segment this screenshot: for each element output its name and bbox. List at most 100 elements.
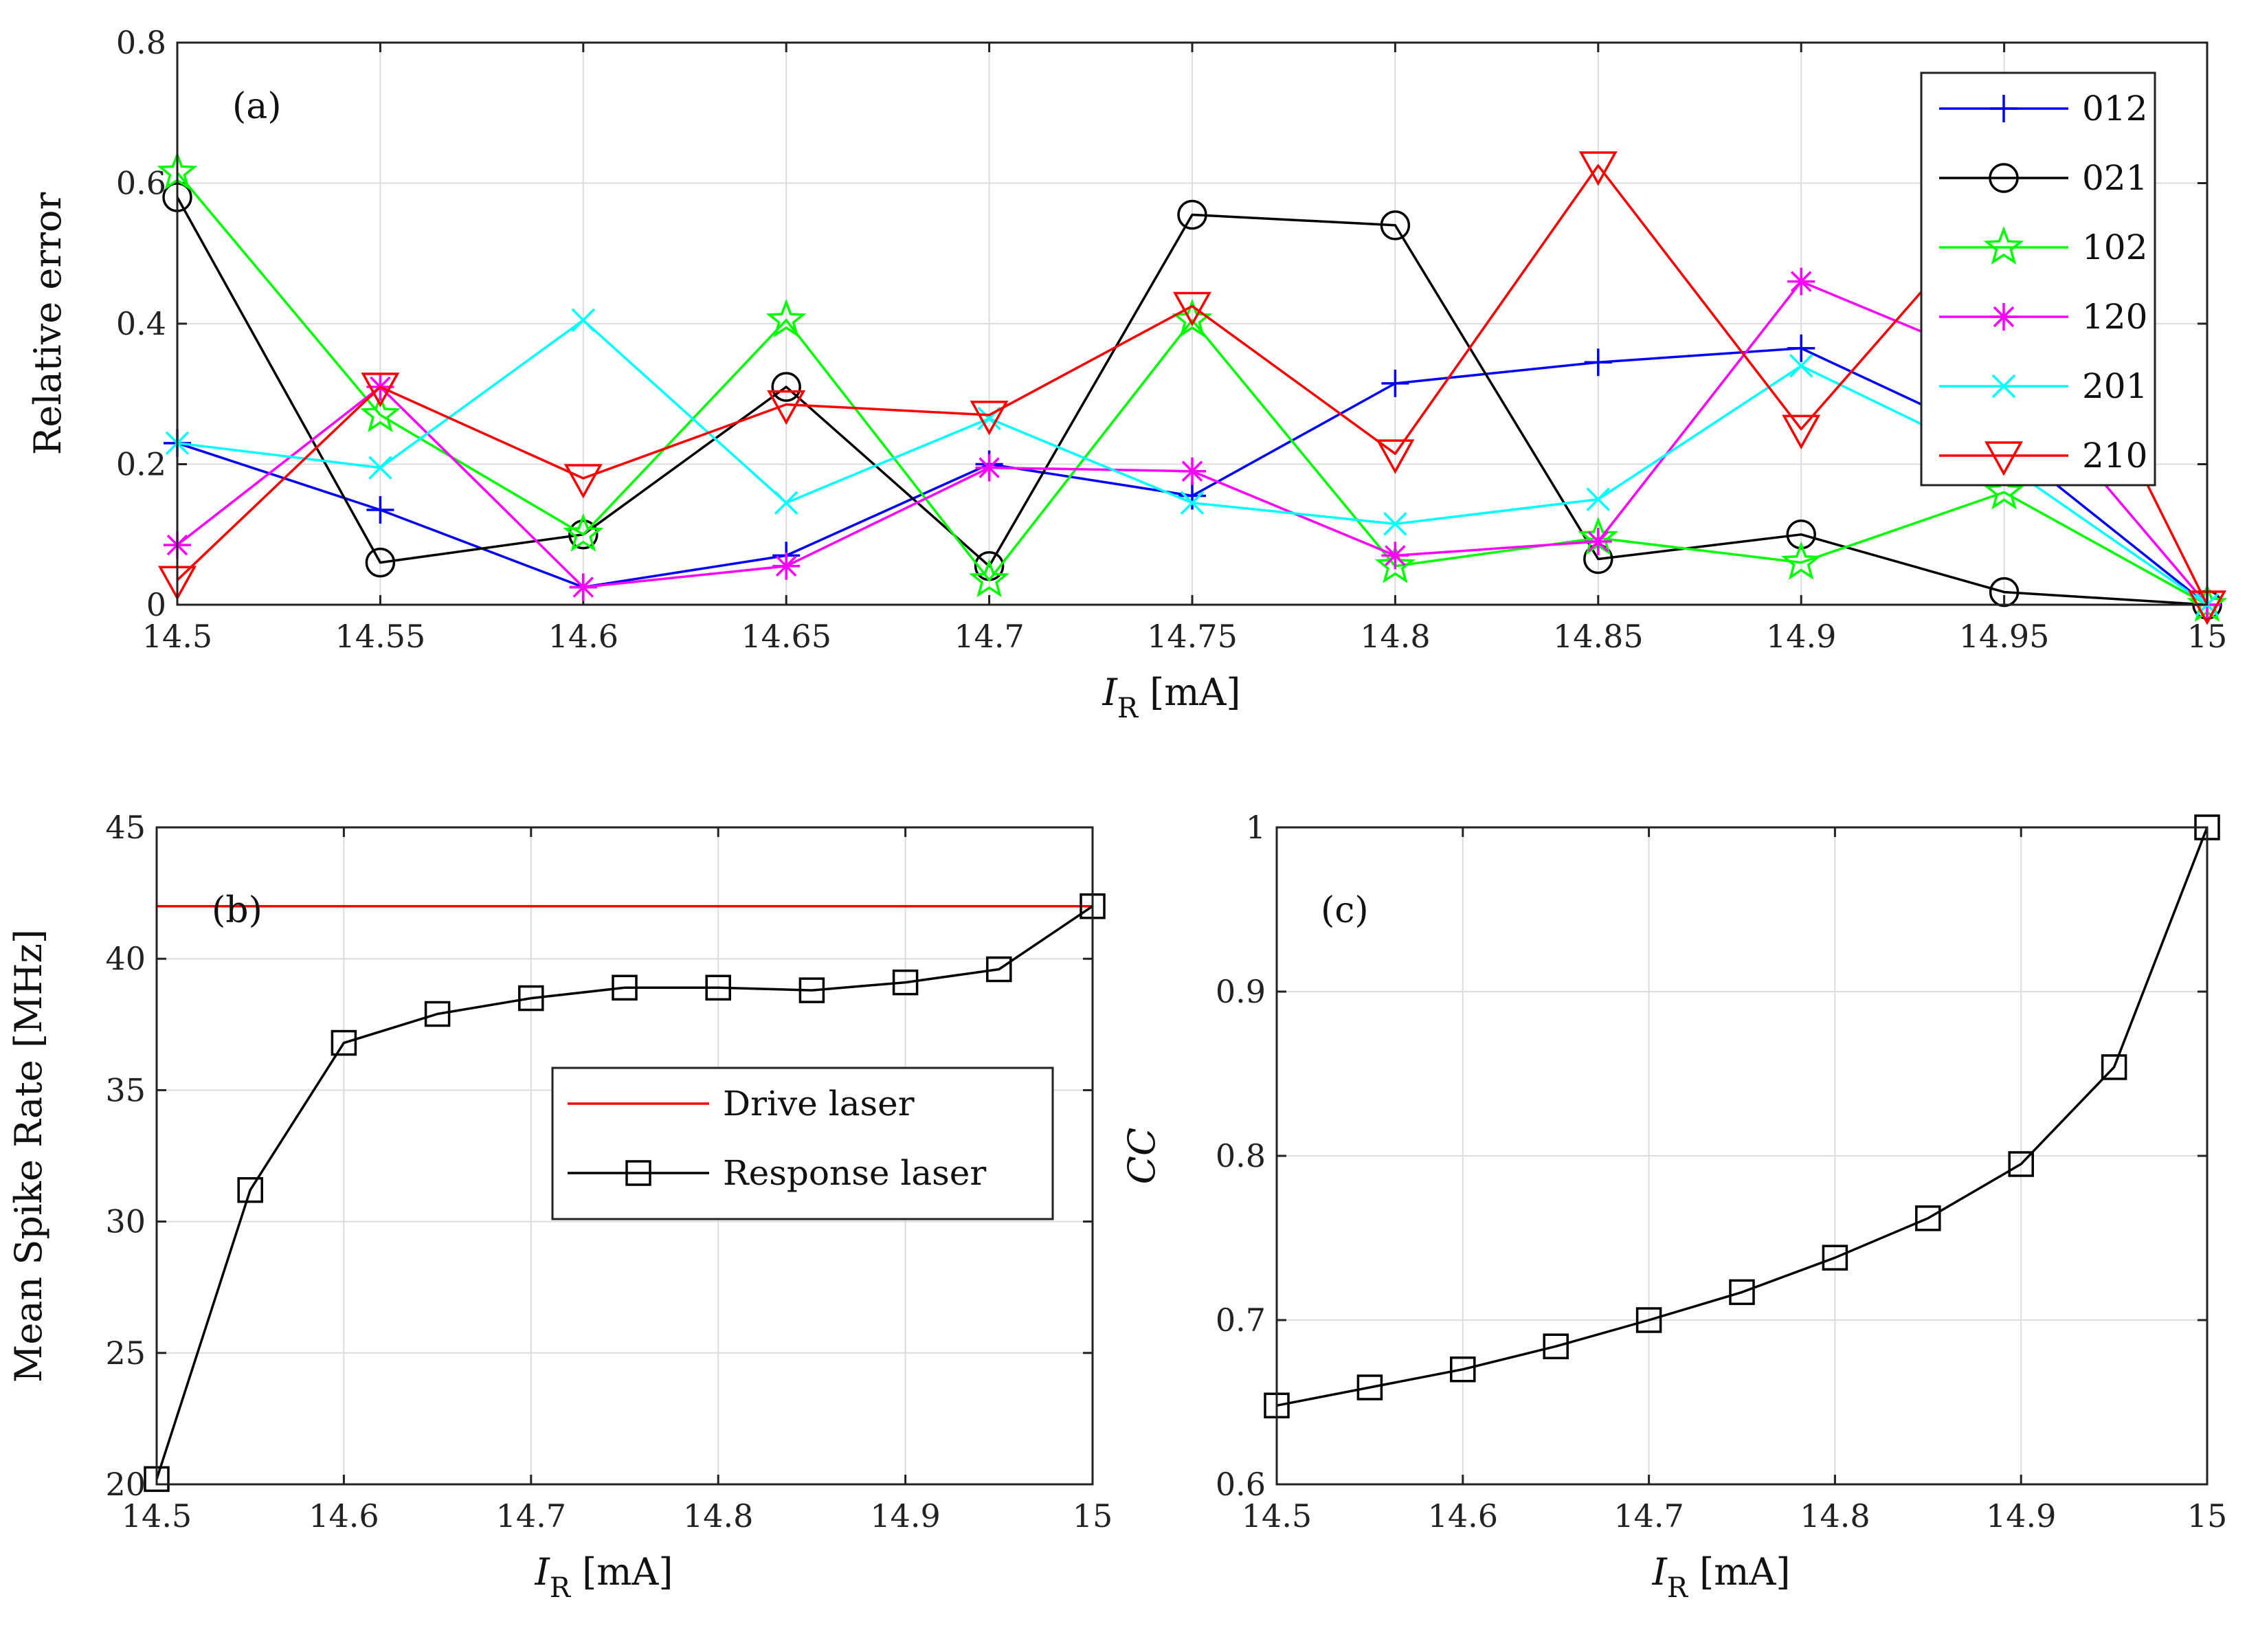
- x-tick-label: 15: [1073, 1497, 1113, 1534]
- x-axis-sub: R: [1667, 1572, 1689, 1604]
- data-point: [518, 985, 544, 1012]
- data-point: [563, 464, 603, 499]
- x-axis-sub: R: [1117, 693, 1139, 724]
- data-point: [1180, 491, 1205, 515]
- x-axis-sub: R: [550, 1572, 572, 1604]
- x-tick-label: 14.6: [1428, 1497, 1498, 1534]
- y-tick-label: 40: [105, 940, 146, 977]
- y-axis-title: Mean Spike Rate [MHz]: [7, 929, 50, 1383]
- data-point: [1578, 151, 1618, 186]
- series-line: [176, 172, 2208, 606]
- legend-marker: [1991, 374, 2016, 399]
- axes-frame: [155, 826, 1094, 1486]
- x-tick-label: 14.95: [1959, 618, 2050, 655]
- data-point: [1782, 414, 1821, 449]
- data-point: [1376, 439, 1415, 474]
- data-point: [1380, 210, 1411, 241]
- x-tick-label: 14.65: [741, 618, 831, 655]
- legend-marker: [1985, 441, 2023, 476]
- data-point: [970, 401, 1009, 436]
- x-axis-var: I: [1102, 671, 1119, 714]
- data-point: [1586, 487, 1611, 511]
- legend-label: 021: [2082, 158, 2147, 198]
- x-tick-label: 14.5: [122, 1497, 192, 1534]
- data-point: [2008, 1151, 2034, 1177]
- legend-marker: [1990, 95, 2017, 122]
- panel-b-chart: 14.5 14.6 14.7 14.8 14.9 15 20 25 30 35 40 45 (b) IR …: [7, 809, 1113, 1604]
- x-tick-label: 14.75: [1147, 618, 1238, 655]
- y-tick-label: 0.4: [116, 305, 166, 342]
- data-point: [705, 974, 731, 1001]
- x-tick-label: 14.5: [142, 618, 212, 655]
- x-axis-unit: [mA]: [1138, 671, 1241, 714]
- legend-label: Response laser: [723, 1153, 986, 1193]
- y-axis-title: CC: [1120, 1128, 1163, 1185]
- y-tick-label: 0.6: [1216, 1466, 1266, 1503]
- data-point: [1356, 1374, 1383, 1400]
- axes-frame: [1275, 826, 2209, 1486]
- y-tick-label: 25: [105, 1335, 146, 1372]
- data-point: [1780, 541, 1822, 580]
- legend-marker: [1989, 163, 2019, 193]
- panel-label: (b): [212, 890, 262, 931]
- x-axis-var: I: [535, 1550, 551, 1594]
- data-point: [1789, 354, 1813, 378]
- data-point: [563, 513, 604, 552]
- data-point: [892, 969, 919, 996]
- x-tick-label: 14.5: [1242, 1497, 1312, 1534]
- y-tick-label: 1: [1246, 809, 1266, 846]
- data-point: [1178, 482, 1206, 510]
- x-axis-var: I: [1652, 1550, 1668, 1594]
- series-line: [1276, 827, 2209, 1407]
- series-line: [176, 197, 2208, 606]
- panel-a-chart: 14.5 14.55 14.6 14.65 14.7 14.75 14.8 14.85 14.9…: [26, 24, 2228, 724]
- data-point: [1786, 520, 1816, 550]
- series-line: [176, 164, 2209, 605]
- legend-marker: [625, 1160, 651, 1186]
- legend-item: Response laser: [568, 1153, 986, 1193]
- legend-item: 021: [1939, 158, 2147, 198]
- x-tick-label: 14.6: [548, 618, 618, 655]
- data-point: [772, 552, 801, 580]
- x-tick-label: 15: [2187, 1497, 2228, 1534]
- legend-marker: [1983, 226, 2024, 265]
- data-point: [765, 298, 807, 337]
- x-tick-label: 14.6: [309, 1497, 379, 1534]
- data-point: [975, 454, 1003, 482]
- data-point: [986, 956, 1012, 983]
- x-tick-label: 14.9: [1766, 618, 1836, 655]
- y-tick-label: 0.9: [1216, 973, 1266, 1010]
- data-point: [1383, 512, 1407, 536]
- y-tick-label: 20: [105, 1466, 146, 1503]
- legend-item: Drive laser: [568, 1084, 915, 1124]
- x-axis-title: IR [mA]: [1102, 671, 1241, 724]
- legend-item: 201: [1939, 366, 2147, 406]
- legend: 012 021 102 120 201 210: [1920, 71, 2156, 487]
- data-point: [569, 573, 597, 601]
- data-point: [798, 977, 825, 1003]
- data-point: [1915, 1205, 1941, 1231]
- y-tick-label: 0: [146, 586, 166, 623]
- data-point: [360, 393, 401, 433]
- data-point: [1635, 1307, 1662, 1333]
- data-point: [771, 372, 801, 402]
- legend-label: 102: [2082, 227, 2147, 267]
- legend-label: 120: [2082, 297, 2147, 337]
- data-point: [368, 456, 392, 480]
- x-tick-label: 14.7: [1613, 1497, 1684, 1534]
- data-point: [361, 372, 400, 408]
- x-tick-label: 14.9: [870, 1497, 940, 1534]
- series-210: [158, 151, 2226, 625]
- legend-label: Drive laser: [723, 1084, 915, 1124]
- data-point: [767, 390, 806, 425]
- data-point: [1584, 348, 1612, 377]
- x-tick-label: 14.7: [496, 1497, 566, 1534]
- data-point: [1584, 527, 1612, 555]
- panel-label: (a): [232, 86, 282, 127]
- data-point: [1381, 542, 1409, 570]
- y-tick-label: 0.7: [1216, 1302, 1266, 1339]
- legend-label: 210: [2082, 436, 2147, 476]
- x-axis-unit: [mA]: [1688, 1550, 1791, 1594]
- data-point: [571, 308, 596, 333]
